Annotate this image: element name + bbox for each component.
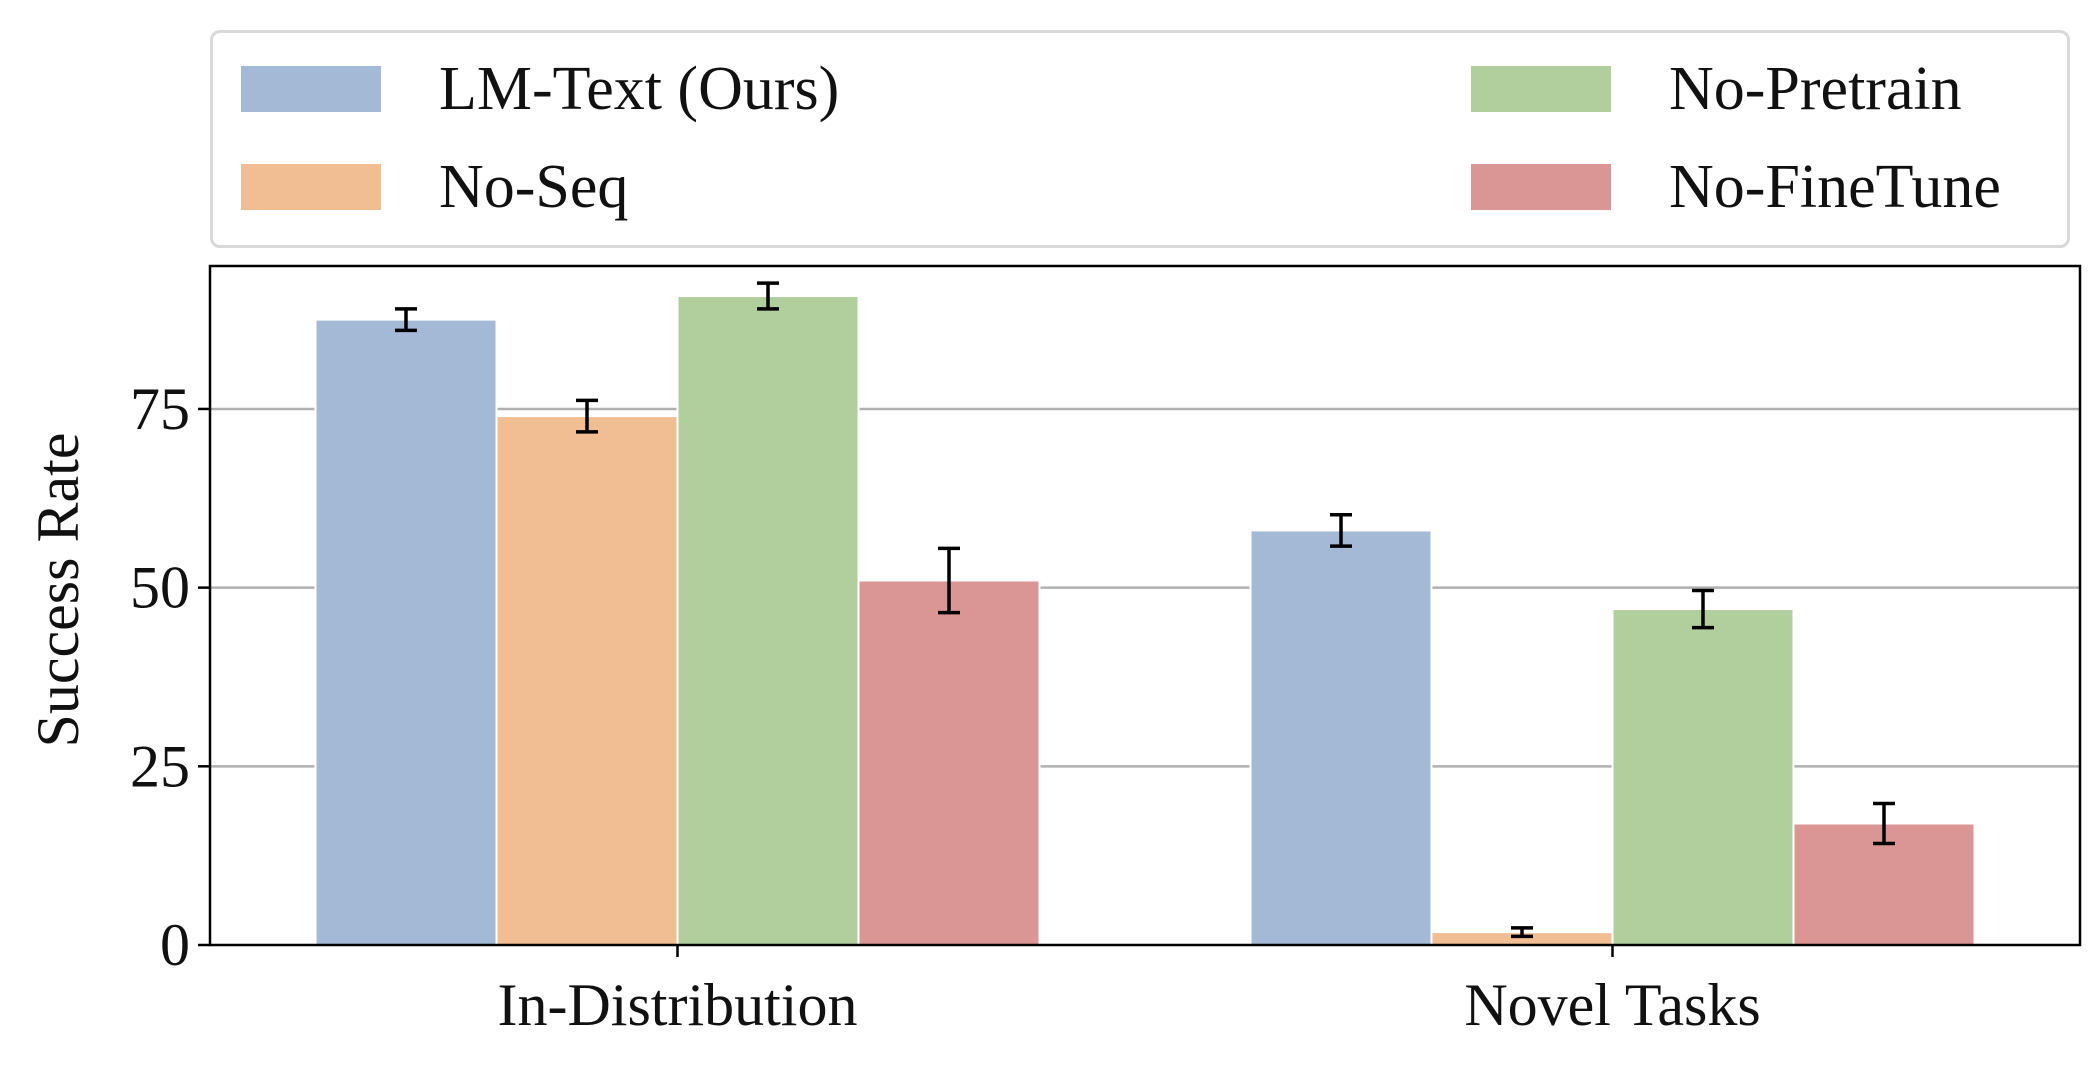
legend-swatch-no-pretrain xyxy=(1471,66,1611,112)
plot-frame xyxy=(208,264,2082,947)
legend-swatch-no-seq xyxy=(241,164,381,210)
y-axis-label: Success Rate xyxy=(25,433,91,748)
y-tick-label-25: 25 xyxy=(130,733,190,799)
x-tick-label-1: Novel Tasks xyxy=(1464,972,1760,1038)
legend-swatch-lm-text xyxy=(241,66,381,112)
x-tick-label-0: In-Distribution xyxy=(498,972,858,1038)
legend-label-no-pretrain: No-Pretrain xyxy=(1669,55,1962,123)
legend: LM-Text (Ours) No-Seq No-Pretrain No-Fin… xyxy=(210,30,2070,248)
legend-item-no-finetune: No-FineTune xyxy=(1471,153,2001,221)
axes: 0 25 50 75 In-Distribution Novel Tasks xyxy=(130,376,1761,1038)
legend-label-lm-text: LM-Text (Ours) xyxy=(439,55,840,123)
legend-label-no-seq: No-Seq xyxy=(439,153,629,221)
bar-2-0 xyxy=(676,295,860,947)
legend-item-no-seq: No-Seq xyxy=(241,153,629,221)
error-bars xyxy=(395,281,1895,939)
legend-item-lm-text: LM-Text (Ours) xyxy=(241,55,840,123)
legend-swatch-no-finetune xyxy=(1471,164,1611,210)
bar-0-0 xyxy=(314,318,498,946)
bar-1-0 xyxy=(495,415,679,946)
y-tick-label-75: 75 xyxy=(130,376,190,442)
legend-label-no-finetune: No-FineTune xyxy=(1669,153,2001,221)
y-tick-label-50: 50 xyxy=(130,555,190,621)
y-tick-label-0: 0 xyxy=(160,912,190,978)
bars xyxy=(314,295,1976,947)
legend-item-no-pretrain: No-Pretrain xyxy=(1471,55,1962,123)
bar-0-1 xyxy=(1249,529,1433,946)
bar-3-0 xyxy=(857,579,1041,946)
bar-2-1 xyxy=(1611,608,1795,946)
